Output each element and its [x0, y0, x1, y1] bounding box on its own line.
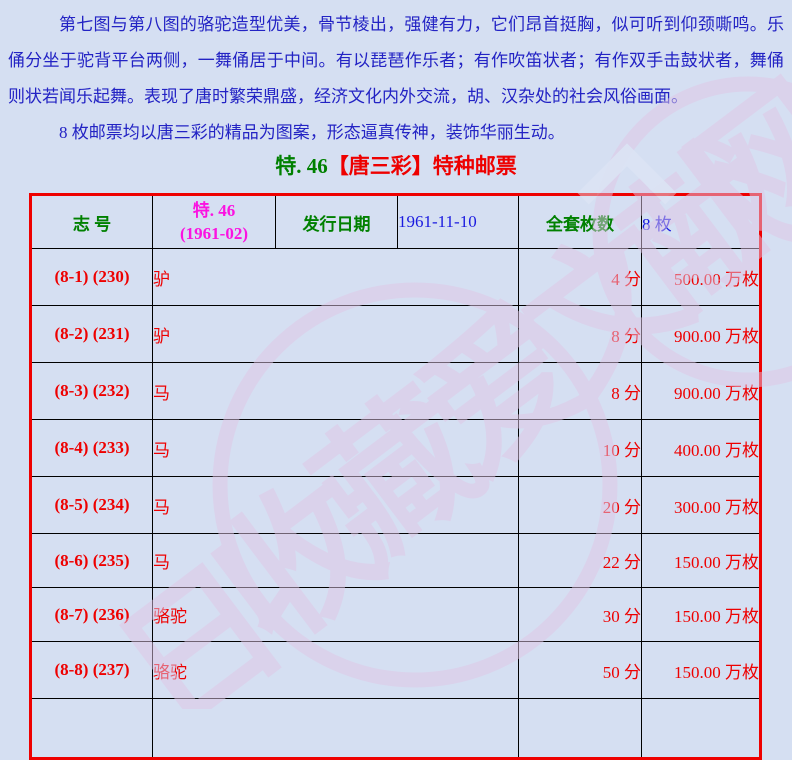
cell-denomination: 8 分 [518, 305, 642, 363]
cell-quantity: 150.00 万枚 [641, 533, 761, 588]
cell-quantity: 150.00 万枚 [641, 641, 761, 699]
cell-stamp-id: (8-4) (233) [30, 419, 153, 477]
page-title: 特. 46【唐三彩】特种邮票 [0, 151, 792, 182]
cell-stamp-name: 马 [152, 476, 519, 534]
header-cell-issue-date-label: 发行日期 [275, 194, 398, 249]
cell-quantity: 300.00 万枚 [641, 476, 761, 534]
header-cell-issue-date-value: 1961-11-10 [397, 194, 519, 249]
cell-stamp-name: 马 [152, 362, 519, 420]
article-paragraph: 第七图与第八图的骆驼造型优美，骨节棱出，强健有力，它们昂首挺胸，似可听到仰颈嘶鸣… [8, 15, 784, 106]
title-series-name: 【唐三彩】特种邮票 [327, 154, 517, 178]
series-number-line1: 特. 46 [192, 201, 236, 220]
cell-stamp-name: 马 [152, 533, 519, 588]
cell-stamp-id: (8-2) (231) [30, 305, 153, 363]
cell-quantity: 400.00 万枚 [641, 419, 761, 477]
table-header-row: 志 号 特. 46 (1961-02) 发行日期 1961-11-10 全套枚数… [30, 194, 761, 249]
table-row-partial [30, 698, 761, 759]
header-cell-series-number: 特. 46 (1961-02) [152, 194, 276, 249]
table-row: (8-4) (233) 马 10 分 400.00 万枚 [30, 419, 761, 477]
stamp-catalog-page: { "theme": { "bg": "#d5dff2", "blue": "#… [8, 15, 792, 760]
table-row: (8-6) (235) 马 22 分 150.00 万枚 [30, 533, 761, 588]
table-row: (8-8) (237) 骆驼 50 分 150.00 万枚 [30, 641, 761, 699]
header-cell-set-count-value: 8 枚 [641, 194, 761, 249]
cell-quantity: 150.00 万枚 [641, 587, 761, 642]
header-cell-set-count-label: 全套枚数 [518, 194, 642, 249]
title-catalog-number: 特. 46 [275, 154, 328, 178]
cell-denomination: 22 分 [518, 533, 642, 588]
cell-stamp-id: (8-3) (232) [30, 362, 153, 420]
cell-denomination: 8 分 [518, 362, 642, 420]
cell-stamp-id: (8-7) (236) [30, 587, 153, 642]
cell-denomination: 4 分 [518, 248, 642, 306]
table-row: (8-7) (236) 骆驼 30 分 150.00 万枚 [30, 587, 761, 642]
cell-empty [30, 698, 153, 759]
cell-denomination: 10 分 [518, 419, 642, 477]
cell-empty [641, 698, 761, 759]
article-paragraph: 8 枚邮票均以唐三彩的精品为图案，形态逼真传神，装饰华丽生动。 [59, 123, 565, 142]
header-cell-catalog-label: 志 号 [30, 194, 153, 249]
cell-stamp-name: 驴 [152, 305, 519, 363]
cell-stamp-id: (8-6) (235) [30, 533, 153, 588]
stamp-table: 志 号 特. 46 (1961-02) 发行日期 1961-11-10 全套枚数… [29, 193, 762, 760]
cell-stamp-id: (8-1) (230) [30, 248, 153, 306]
cell-denomination: 50 分 [518, 641, 642, 699]
table-row: (8-5) (234) 马 20 分 300.00 万枚 [30, 476, 761, 534]
table-row: (8-2) (231) 驴 8 分 900.00 万枚 [30, 305, 761, 363]
cell-stamp-name: 骆驼 [152, 641, 519, 699]
cell-quantity: 900.00 万枚 [641, 362, 761, 420]
table-row: (8-3) (232) 马 8 分 900.00 万枚 [30, 362, 761, 420]
series-number-line2: (1961-02) [180, 224, 248, 243]
cell-stamp-name: 骆驼 [152, 587, 519, 642]
cell-denomination: 30 分 [518, 587, 642, 642]
cell-stamp-id: (8-5) (234) [30, 476, 153, 534]
cell-stamp-id: (8-8) (237) [30, 641, 153, 699]
cell-quantity: 900.00 万枚 [641, 305, 761, 363]
cell-empty [152, 698, 519, 759]
cell-denomination: 20 分 [518, 476, 642, 534]
cell-stamp-name: 驴 [152, 248, 519, 306]
cell-stamp-name: 马 [152, 419, 519, 477]
table-row: (8-1) (230) 驴 4 分 500.00 万枚 [30, 248, 761, 306]
cell-empty [518, 698, 642, 759]
cell-quantity: 500.00 万枚 [641, 248, 761, 306]
